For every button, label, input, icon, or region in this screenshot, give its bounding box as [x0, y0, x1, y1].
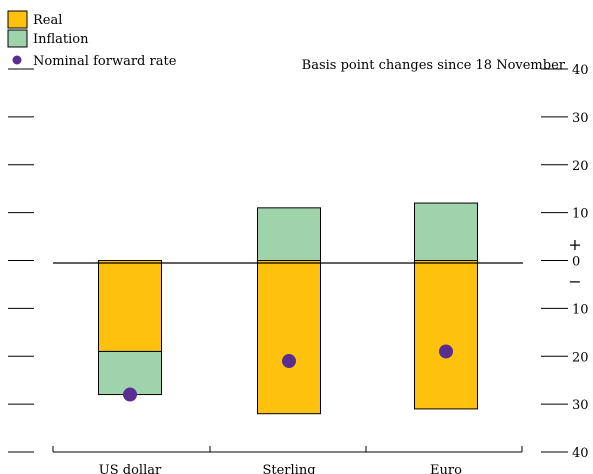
legend-swatch-inflation [7, 29, 28, 48]
x-axis: US dollar Sterling Euro [52, 446, 523, 474]
bars [98, 202, 478, 415]
bar-real-euro [414, 260, 478, 410]
legend-marker-nominal-forward-rate [12, 55, 22, 65]
legend-swatch-real [7, 10, 28, 29]
point-nominal-forward-rate-sterling [282, 354, 296, 369]
y-tick-label: 10 [572, 207, 589, 222]
legend-label-nominal-forward-rate: Nominal forward rate [33, 54, 177, 69]
legend-label-inflation: Inflation [33, 32, 89, 47]
category-label-us-dollar: US dollar [99, 463, 162, 474]
y-tick-label: 40 [572, 63, 589, 78]
right-axis: 40 30 20 10 0 10 20 30 40 [541, 63, 589, 461]
point-nominal-forward-rate-us-dollar [123, 387, 137, 402]
nominal-forward-rate-points [123, 344, 453, 402]
y-tick-label: 30 [572, 398, 589, 413]
y-tick-label: 20 [572, 159, 589, 174]
chart-note: Basis point changes since 18 November [302, 58, 566, 73]
bar-real-sterling [257, 260, 321, 415]
minus-sign: − [568, 272, 581, 291]
y-tick-label: 40 [572, 446, 589, 461]
legend-label-real: Real [33, 13, 62, 28]
left-tick-marks [8, 68, 34, 453]
bar-inflation-sterling [257, 207, 321, 261]
bar-inflation-us-dollar [98, 350, 162, 396]
y-tick-label: 0 [572, 255, 580, 270]
bar-real-us-dollar [98, 260, 162, 352]
point-nominal-forward-rate-euro [439, 344, 453, 359]
category-label-euro: Euro [430, 463, 462, 474]
bar-inflation-euro [414, 202, 478, 262]
y-tick-label: 10 [572, 302, 589, 317]
category-label-sterling: Sterling [262, 463, 315, 474]
legend: Real Inflation Nominal forward rate [7, 10, 177, 69]
y-tick-label: 20 [572, 350, 589, 365]
plus-sign: + [568, 235, 581, 254]
y-tick-label: 30 [572, 111, 589, 126]
